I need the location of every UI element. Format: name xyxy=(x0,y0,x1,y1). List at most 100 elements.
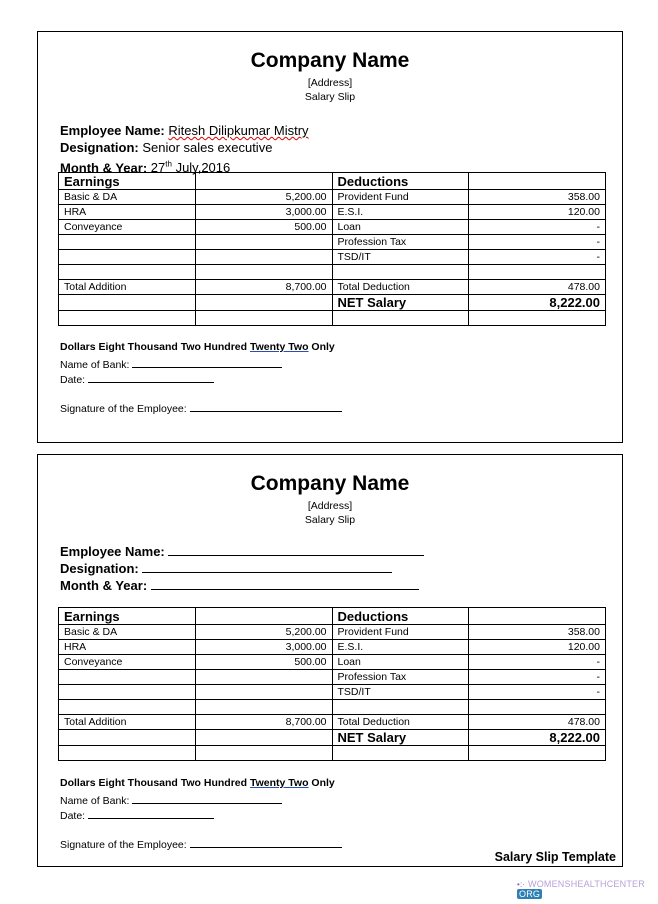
table-cell: HRA xyxy=(58,639,196,655)
table-cell: 120.00 xyxy=(468,639,606,655)
table-cell: TSD/IT xyxy=(331,249,470,265)
table-row: Profession Tax - xyxy=(58,669,606,685)
table-cell xyxy=(194,669,333,685)
table-cell: 500.00 xyxy=(194,219,333,235)
table-row: Profession Tax - xyxy=(58,234,606,250)
table-cell: 8,700.00 xyxy=(194,714,333,730)
table-cell: Loan xyxy=(331,654,470,670)
table-cell xyxy=(194,249,333,265)
table-cell xyxy=(58,264,196,280)
table-cell: E.S.I. xyxy=(331,639,470,655)
designation-label: Designation: xyxy=(60,140,139,155)
table-row xyxy=(58,745,606,761)
deductions-header: Deductions xyxy=(331,607,470,625)
table-cell: 358.00 xyxy=(468,624,606,640)
month-label: Month & Year: xyxy=(60,578,148,593)
amount-in-words: Dollars Eight Thousand Two Hundred Twent… xyxy=(60,341,335,353)
table-row: HRA 3,000.00 E.S.I. 120.00 xyxy=(58,204,606,220)
table-cell xyxy=(194,699,333,715)
deductions-header: Deductions xyxy=(331,172,470,190)
table-cell: Profession Tax xyxy=(331,234,470,250)
signature-line: Signature of the Employee: xyxy=(60,835,342,851)
signature-line: Signature of the Employee: xyxy=(60,399,342,415)
table-row: Conveyance 500.00 Loan - xyxy=(58,654,606,670)
date-line: Date: xyxy=(60,806,215,822)
table-header: Earnings Deductions xyxy=(58,172,606,190)
net-salary-row: NET Salary 8,222.00 xyxy=(58,294,606,311)
footer-title: Salary Slip Template xyxy=(494,850,616,864)
table-cell: 500.00 xyxy=(194,654,333,670)
month-label: Month & Year: xyxy=(60,160,148,176)
table-cell: - xyxy=(468,684,606,700)
table-row: Conveyance 500.00 Loan - xyxy=(58,219,606,235)
table-cell: Conveyance xyxy=(58,654,196,670)
table-cell: Basic & DA xyxy=(58,189,196,205)
employee-info: Employee Name: Ritesh Dilipkumar Mistry D… xyxy=(60,122,309,176)
company-name: Company Name xyxy=(250,49,410,72)
watermark-org: ORG xyxy=(517,889,543,899)
table-cell: HRA xyxy=(58,204,196,220)
employee-name: Ritesh Dilipkumar Mistry xyxy=(168,123,309,138)
salary-table: Earnings Deductions Basic & DA 5,200.00 Prov… xyxy=(58,172,606,326)
table-cell xyxy=(468,699,606,715)
table-row: Basic & DA 5,200.00 Provident Fund 358.00 xyxy=(58,624,606,640)
table-cell xyxy=(58,249,196,265)
salary-table: Earnings Deductions Basic & DA 5,200.00 Prov… xyxy=(58,607,606,761)
table-row: HRA 3,000.00 E.S.I. 120.00 xyxy=(58,639,606,655)
slip-title: Salary Slip xyxy=(304,91,356,103)
month-blank xyxy=(150,577,419,590)
table-row: Basic & DA 5,200.00 Provident Fund 358.00 xyxy=(58,189,606,205)
net-salary-value: 8,222.00 xyxy=(468,294,606,311)
table-cell: 5,200.00 xyxy=(194,624,333,640)
table-cell: - xyxy=(468,669,606,685)
table-row xyxy=(58,264,606,280)
earnings-header: Earnings xyxy=(58,607,196,625)
employee-name-label: Employee Name: xyxy=(60,544,165,559)
watermark-text: WOMENSHEALTHCENTER xyxy=(528,879,645,889)
earnings-header: Earnings xyxy=(58,172,196,190)
month-value: 27th July,2016 xyxy=(150,160,231,176)
employee-name-blank xyxy=(168,543,425,556)
table-row: Total Addition 8,700.00 Total Deduction 478… xyxy=(58,714,606,730)
company-address: [Address] xyxy=(307,77,353,89)
amount-in-words: Dollars Eight Thousand Two Hundred Twent… xyxy=(60,777,335,789)
table-cell xyxy=(194,264,333,280)
table-cell: 3,000.00 xyxy=(194,639,333,655)
designation-blank xyxy=(142,560,393,573)
employee-info: Employee Name: Designation: Month & Year… xyxy=(60,543,425,594)
salary-slip: Company Name [Address] Salary Slip Employee… xyxy=(37,31,623,443)
table-cell: - xyxy=(468,249,606,265)
table-row: Total Addition 8,700.00 Total Deduction 478… xyxy=(58,279,606,295)
table-cell: Loan xyxy=(331,219,470,235)
designation-value: Senior sales executive xyxy=(142,140,273,155)
slip-title: Salary Slip xyxy=(304,514,356,526)
table-cell xyxy=(58,669,196,685)
table-cell: - xyxy=(468,234,606,250)
table-cell: Profession Tax xyxy=(331,669,470,685)
net-salary-label: NET Salary xyxy=(331,294,470,311)
company-name: Company Name xyxy=(250,472,410,495)
table-cell: E.S.I. xyxy=(331,204,470,220)
table-cell xyxy=(468,264,606,280)
bank-line: Name of Bank: xyxy=(60,791,283,807)
table-header: Earnings Deductions xyxy=(58,607,606,625)
table-cell: Conveyance xyxy=(58,219,196,235)
table-cell xyxy=(194,234,333,250)
table-cell xyxy=(331,699,470,715)
table-cell: Provident Fund xyxy=(331,189,470,205)
table-cell xyxy=(58,234,196,250)
table-cell xyxy=(331,264,470,280)
table-row xyxy=(58,310,606,326)
table-row: TSD/IT - xyxy=(58,249,606,265)
table-cell: - xyxy=(468,219,606,235)
table-cell: TSD/IT xyxy=(331,684,470,700)
net-salary-value: 8,222.00 xyxy=(468,729,606,746)
table-cell: 3,000.00 xyxy=(194,204,333,220)
net-salary-row: NET Salary 8,222.00 xyxy=(58,729,606,746)
table-cell: Total Addition xyxy=(58,714,196,730)
table-cell: 8,700.00 xyxy=(194,279,333,295)
table-cell: 358.00 xyxy=(468,189,606,205)
table-cell: - xyxy=(468,654,606,670)
table-row xyxy=(58,699,606,715)
table-row: TSD/IT - xyxy=(58,684,606,700)
